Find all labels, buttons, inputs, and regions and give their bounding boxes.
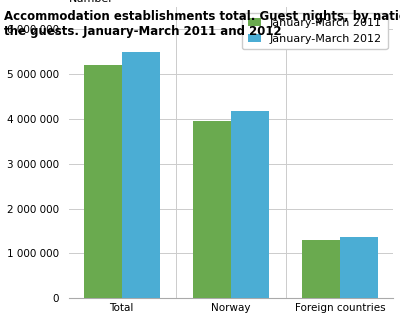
Text: Accommodation establishments total. Guest nights, by nationality of
the guests. : Accommodation establishments total. Gues… — [4, 10, 400, 38]
Bar — [122, 52, 160, 298]
Bar — [340, 237, 378, 298]
Legend: January-March 2011, January-March 2012: January-March 2011, January-March 2012 — [242, 12, 388, 49]
Bar — [193, 121, 231, 298]
Bar — [231, 111, 269, 298]
Text: Number: Number — [69, 0, 114, 4]
Bar — [302, 240, 340, 298]
Bar — [84, 65, 122, 298]
